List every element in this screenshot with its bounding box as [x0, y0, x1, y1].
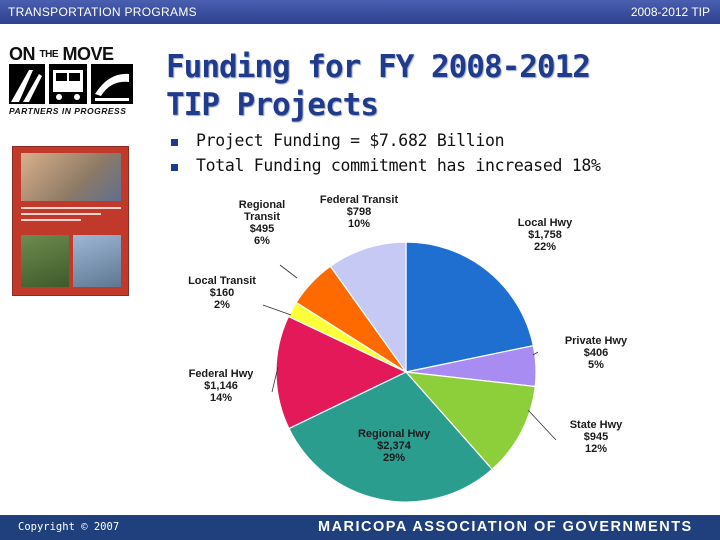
data-label-private-hwy: Private Hwy $406 5%: [565, 335, 628, 371]
data-label-local-transit: Local Transit $160 2%: [188, 275, 256, 311]
bullet-item: Total Funding commitment has increased 1…: [168, 155, 601, 180]
bullet-item: Project Funding = $7.682 Billion: [168, 130, 601, 155]
data-label-federal-transit: Federal Transit $798 10%: [320, 194, 399, 230]
pie-slice-federal-hwy: [275, 315, 408, 430]
bullet-square-icon: [171, 164, 178, 171]
header-bar: TRANSPORTATION PROGRAMS 2008-2012 TIP: [0, 0, 720, 24]
pie-slice-state-hwy: [404, 371, 536, 471]
bullet-list: Project Funding = $7.682 Billion Total F…: [168, 130, 601, 180]
header-tip: 2008-2012 TIP: [630, 5, 710, 19]
organization-name: MARICOPA ASSOCIATION OF GOVERNMENTS: [318, 519, 693, 535]
pie-slice-federal-transit: [329, 241, 407, 374]
slide-title-line1: Funding for FY 2008-2012: [166, 49, 591, 85]
leader-line: [271, 366, 279, 393]
tip-report-cover-image: [12, 146, 129, 296]
data-label-federal-hwy: Federal Hwy $1,146 14%: [189, 368, 255, 404]
leader-line: [279, 264, 298, 279]
copyright-text: Copyright © 2007: [18, 521, 120, 533]
slide-title: Funding for FY 2008-2012 TIP Projects: [166, 48, 686, 124]
logo-graphic: [9, 64, 133, 104]
leader-line: [532, 351, 539, 356]
data-label-regional-transit: Regional Transit $495 6%: [239, 199, 285, 247]
data-label-state-hwy: State Hwy $945 12%: [570, 419, 623, 455]
logo-title: ON THE MOVE: [9, 44, 114, 64]
pie-slice-local-hwy: [405, 241, 535, 373]
data-label-regional-hwy: Regional Hwy $2,374 29%: [358, 428, 431, 464]
footer-bar: Copyright © 2007 MARICOPA ASSOCIATION OF…: [0, 515, 720, 540]
bullet-square-icon: [171, 139, 178, 146]
header-title: TRANSPORTATION PROGRAMS: [8, 5, 197, 19]
logo-tagline: PARTNERS IN PROGRESS: [9, 106, 127, 116]
slide-title-line2: TIP Projects: [166, 87, 379, 123]
leader-line: [262, 304, 292, 316]
data-label-local-hwy: Local Hwy $1,758 22%: [518, 217, 573, 253]
leader-line: [527, 409, 557, 441]
on-the-move-logo: ON THE MOVE PARTNERS IN PROGRESS: [9, 44, 133, 120]
